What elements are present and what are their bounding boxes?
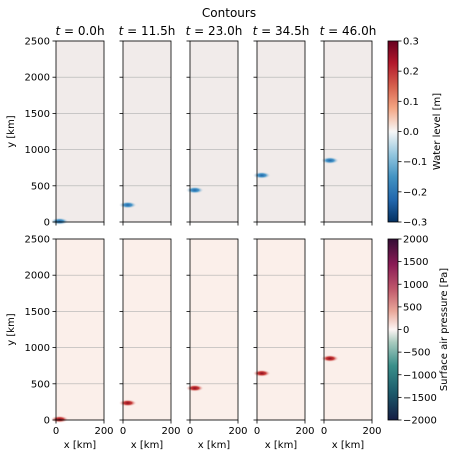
colorbar-water-tick-label-5: −0.2 (403, 187, 427, 198)
ytick-label-water-4: 2000 (25, 73, 50, 84)
colorbar-water-tick-label-6: −0.3 (403, 218, 427, 229)
colorbar-pressure-label: Surface air pressure [Pa] (439, 268, 450, 391)
panel-pressure-t4-feature (321, 354, 339, 363)
xtick-label-t0-1: 200 (94, 426, 113, 437)
colorbar-water-tick-label-2: 0.1 (403, 97, 419, 108)
xtick-label-t4-0: 0 (321, 426, 327, 437)
colorbar-pressure-tick-label-1: 1500 (403, 257, 428, 268)
xtick-label-t2-0: 0 (187, 426, 193, 437)
panel-pressure-t4-frame (323, 238, 373, 421)
panel-water-t4-frame (323, 40, 373, 223)
colorbar-water-tick-label-4: −0.1 (403, 157, 427, 168)
ytick-label-water-2: 1000 (25, 145, 50, 156)
panel-pressure-t3-feature (252, 369, 271, 377)
ytick-label-water-5: 2500 (25, 37, 50, 48)
panel-pressure-t0: 0 500 1000 1500 2000 2500 0 200 x [km] (25, 235, 114, 452)
xtick-label-t2-1: 200 (228, 426, 247, 437)
panel-title-t3: t = 34.5h (253, 24, 310, 38)
colorbar-pressure-tick-label-8: −2000 (403, 416, 437, 427)
panel-pressure-t3: 0 200 x [km] (252, 238, 315, 451)
panel-water-t2-field (190, 41, 238, 222)
panel-pressure-t2-field (190, 239, 238, 420)
panel-pressure-t0-field (56, 239, 104, 420)
panel-water-t3-frame (256, 40, 306, 223)
colorbar-pressure-tick-label-4: 0 (403, 325, 409, 336)
ytick-label-water-1: 500 (31, 181, 50, 192)
panel-pressure-t3-frame (256, 238, 306, 421)
colorbar-pressure-tick-label-3: 500 (403, 302, 422, 313)
xlabel-t0: x [km] (64, 440, 97, 451)
ytick-label-pressure-4: 2000 (25, 271, 50, 282)
xtick-label-t0-0: 0 (53, 426, 59, 437)
colorbar-water-tick-label-0: 0.3 (403, 37, 419, 48)
ytick-label-pressure-0: 0 (44, 416, 50, 427)
ytick-label-pressure-5: 2500 (25, 235, 50, 246)
xlabel-t1: x [km] (131, 440, 164, 451)
panel-pressure-t2-feature (185, 384, 204, 392)
panel-pressure-t2: 0 200 x [km] (185, 238, 248, 451)
ytick-label-pressure-1: 500 (31, 379, 50, 390)
colorbar-pressure-gradient (387, 238, 399, 421)
colorbar-water-tick-label-1: 0.2 (403, 67, 419, 78)
panel-water-t0-feature (50, 217, 69, 225)
panel-title-t2: t = 23.0h (186, 24, 243, 38)
panel-water-t2-frame (189, 40, 239, 223)
panel-water-t2: t = 23.0h (185, 24, 243, 226)
panel-pressure-t4-field (324, 239, 372, 420)
colorbar-pressure-tick-label-6: −1000 (403, 370, 437, 381)
panel-pressure-t2-frame (189, 238, 239, 421)
panel-water-t3-field (257, 41, 305, 222)
xtick-label-t3-1: 200 (295, 426, 314, 437)
panel-water-t1-feature (118, 201, 137, 209)
panel-pressure-t1-feature (118, 399, 137, 407)
panel-water-t4-field (324, 41, 372, 222)
ytick-label-water-0: 0 (44, 218, 50, 229)
panel-pressure-t0-feature (50, 415, 69, 423)
panel-water-t0-frame (55, 40, 105, 223)
panel-pressure-t0-frame (55, 238, 105, 421)
xlabel-t4: x [km] (332, 440, 365, 451)
panel-water-t0: 0 500 1000 1500 2000 2500 t = 0.0h (25, 24, 105, 229)
ytick-label-pressure-3: 1500 (25, 307, 50, 318)
panel-water-t3: t = 34.5h (252, 24, 310, 226)
panel-title-t1: t = 11.5h (119, 24, 176, 38)
panel-water-t3-feature (252, 171, 271, 179)
colorbar-water-tick-label-3: 0.0 (403, 127, 419, 138)
panel-pressure-t3-field (257, 239, 305, 420)
ylabel-water: y [km] (6, 115, 17, 148)
colorbar-pressure-tick-label-2: 1000 (403, 280, 428, 291)
panel-pressure-t1: 0 200 x [km] (118, 238, 181, 451)
panel-pressure-t1-field (123, 239, 171, 420)
panel-water-t0-field (56, 41, 104, 222)
colorbar-water-level-label: Water level [m] (432, 93, 443, 170)
xtick-label-t3-0: 0 (254, 426, 260, 437)
panel-water-t1: t = 11.5h (118, 24, 176, 226)
xtick-label-t1-0: 0 (120, 426, 126, 437)
colorbar-water-level-gradient (387, 40, 399, 223)
xtick-label-t4-1: 200 (362, 426, 381, 437)
ylabel-pressure: y [km] (6, 313, 17, 346)
colorbar-pressure-tick-label-5: −500 (403, 348, 430, 359)
xlabel-t3: x [km] (265, 440, 298, 451)
panel-title-t4: t = 46.0h (320, 24, 377, 38)
panel-water-t1-field (123, 41, 171, 222)
xtick-label-t1-1: 200 (161, 426, 180, 437)
panel-water-t4: t = 46.0h (320, 24, 377, 226)
xlabel-t2: x [km] (198, 440, 231, 451)
panel-water-t1-frame (122, 40, 172, 223)
panel-water-t4-feature (321, 156, 339, 165)
colorbar-pressure-tick-label-7: −1500 (403, 393, 437, 404)
ytick-label-water-3: 1500 (25, 109, 50, 120)
panel-water-t2-feature (185, 186, 204, 194)
panel-pressure-t1-frame (122, 238, 172, 421)
colorbar-pressure-tick-label-0: 2000 (403, 235, 428, 246)
colorbar-surface-air-pressure: 2000 1500 1000 500 0 −500 −1000 −1500 −2000 Surf… (387, 235, 450, 427)
panel-pressure-t4: 0 200 x [km] (320, 238, 382, 451)
ytick-label-pressure-2: 1000 (25, 343, 50, 354)
colorbar-water-level: 0.3 0.2 0.1 0.0 −0.1 −0.2 −0.3 Water level [m] (387, 37, 443, 229)
panel-title-t0: t = 0.0h (55, 24, 104, 38)
chart-title: Contours (202, 6, 256, 20)
